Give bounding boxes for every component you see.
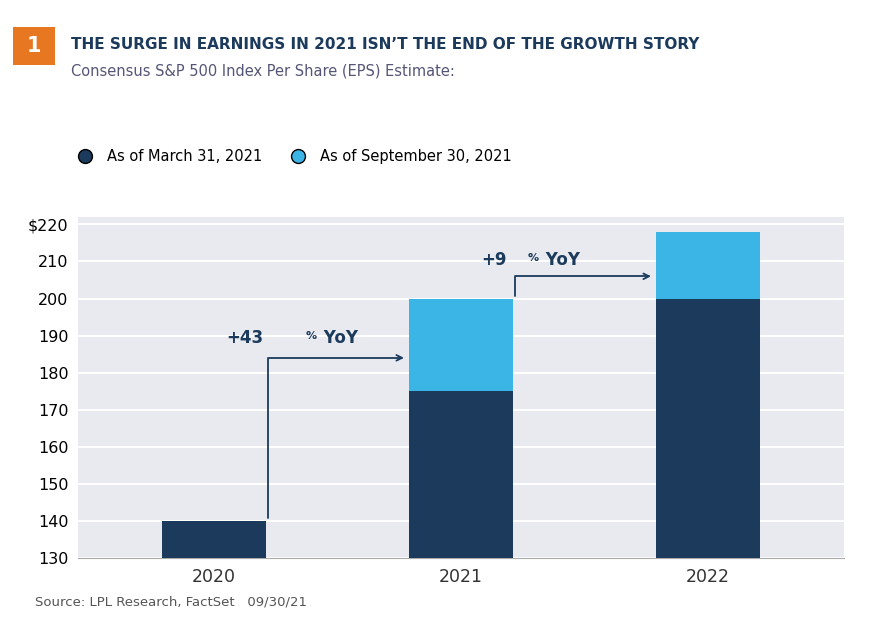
Bar — [408, 299, 513, 391]
Bar — [163, 521, 266, 620]
Text: Consensus S&P 500 Index Per Share (EPS) Estimate:: Consensus S&P 500 Index Per Share (EPS) … — [71, 63, 454, 78]
Text: YoY: YoY — [540, 251, 580, 269]
Text: YoY: YoY — [317, 329, 357, 347]
Legend: As of March 31, 2021, As of September 30, 2021: As of March 31, 2021, As of September 30… — [70, 149, 512, 164]
Bar — [655, 232, 759, 299]
Text: %: % — [527, 254, 538, 264]
Text: 1: 1 — [27, 36, 41, 56]
Text: THE SURGE IN EARNINGS IN 2021 ISN’T THE END OF THE GROWTH STORY: THE SURGE IN EARNINGS IN 2021 ISN’T THE … — [71, 37, 699, 52]
Text: %: % — [305, 331, 316, 341]
Text: +43: +43 — [226, 329, 263, 347]
Bar — [655, 299, 759, 620]
Bar — [408, 391, 513, 620]
Text: Source: LPL Research, FactSet   09/30/21: Source: LPL Research, FactSet 09/30/21 — [35, 596, 307, 609]
Text: +9: +9 — [481, 251, 506, 269]
